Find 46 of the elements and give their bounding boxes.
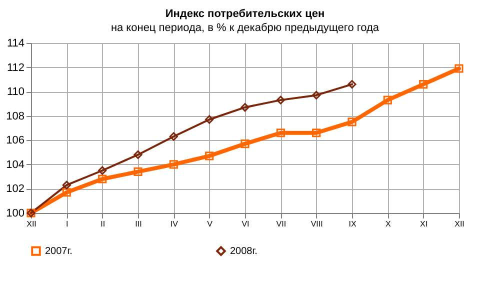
point	[454, 64, 464, 73]
x-tick-label: II	[100, 220, 106, 228]
y-tick-label: 108	[6, 110, 24, 122]
y-tick-label: 112	[6, 62, 24, 74]
point	[348, 118, 356, 126]
point	[205, 115, 214, 124]
point	[419, 80, 428, 89]
point	[98, 174, 107, 184]
y-tick-label: 110	[6, 86, 24, 98]
point	[383, 96, 392, 104]
point	[134, 167, 142, 176]
point	[62, 180, 71, 190]
point	[240, 140, 250, 148]
point	[348, 80, 356, 89]
point	[276, 128, 285, 138]
point	[98, 166, 107, 175]
x-tick-label: V	[207, 220, 214, 228]
point	[240, 103, 250, 112]
point	[62, 188, 71, 197]
point	[205, 152, 214, 160]
x-tick-label: X	[385, 220, 392, 228]
x-tick-label: XI	[420, 220, 428, 228]
point	[134, 150, 142, 159]
point	[276, 96, 285, 104]
y-tick-label: 102	[6, 183, 24, 196]
legend-label: 2008г.	[230, 246, 258, 258]
y-tick-label: 106	[6, 134, 24, 147]
x-tick-label: VIII	[310, 220, 323, 228]
x-tick-label: VI	[242, 220, 250, 228]
x-tick-label: IV	[170, 220, 179, 228]
y-tick-label: 100	[6, 208, 24, 220]
x-tick-label: III	[135, 220, 142, 228]
point	[312, 128, 321, 138]
x-tick-label: I	[66, 220, 68, 228]
x-tick-label: XII	[454, 220, 464, 228]
point	[169, 160, 178, 169]
x-tick-label: VII	[276, 220, 286, 228]
chart-title: Индекс потребительских цен	[165, 8, 325, 20]
y-tick-label: 104	[6, 158, 24, 171]
y-tick-label: 114	[6, 38, 24, 50]
x-tick-label: XII	[26, 220, 36, 228]
point	[169, 132, 178, 141]
chart-subtitle: на конец периода, в % к декабрю предыдущего года	[110, 22, 380, 34]
point	[312, 90, 321, 100]
x-tick-label: IX	[348, 220, 357, 228]
legend-label: 2007г.	[45, 246, 72, 258]
